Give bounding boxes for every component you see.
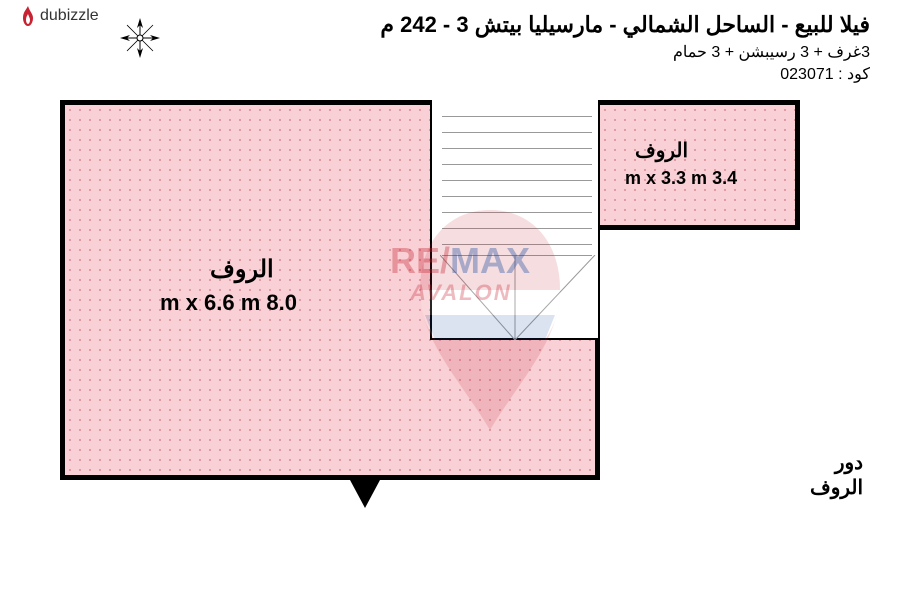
flame-icon [20, 6, 36, 26]
listing-code: كود : 023071 [380, 64, 870, 84]
entrance-arrow-icon [350, 480, 380, 508]
room-side-label: الروف [635, 138, 688, 163]
code-value: 023071 [780, 66, 833, 83]
floorplan: RE/MAX AVALON الروف 8.0 m x 6.6 m الروف … [60, 100, 840, 550]
listing-subtitle: 3غرف + 3 رسيبشن + 3 حمام [380, 42, 870, 62]
dubizzle-brand-text: dubizzle [40, 7, 99, 25]
floor-label: دور الروف [810, 450, 863, 500]
avalon-watermark: AVALON [410, 280, 512, 306]
listing-title: فيلا للبيع - الساحل الشمالي - مارسيليا ب… [380, 12, 870, 38]
room-side-dim: 3.4 m x 3.3 m [625, 168, 737, 189]
stairs-steps [442, 100, 592, 260]
code-label: كود : [838, 66, 870, 83]
header: فيلا للبيع - الساحل الشمالي - مارسيليا ب… [380, 12, 870, 84]
room-main-label: الروف [210, 255, 274, 284]
room-main-dim: 8.0 m x 6.6 m [160, 290, 297, 316]
compass-icon [120, 18, 160, 58]
room-side [600, 100, 800, 230]
dubizzle-logo: dubizzle [20, 6, 99, 26]
